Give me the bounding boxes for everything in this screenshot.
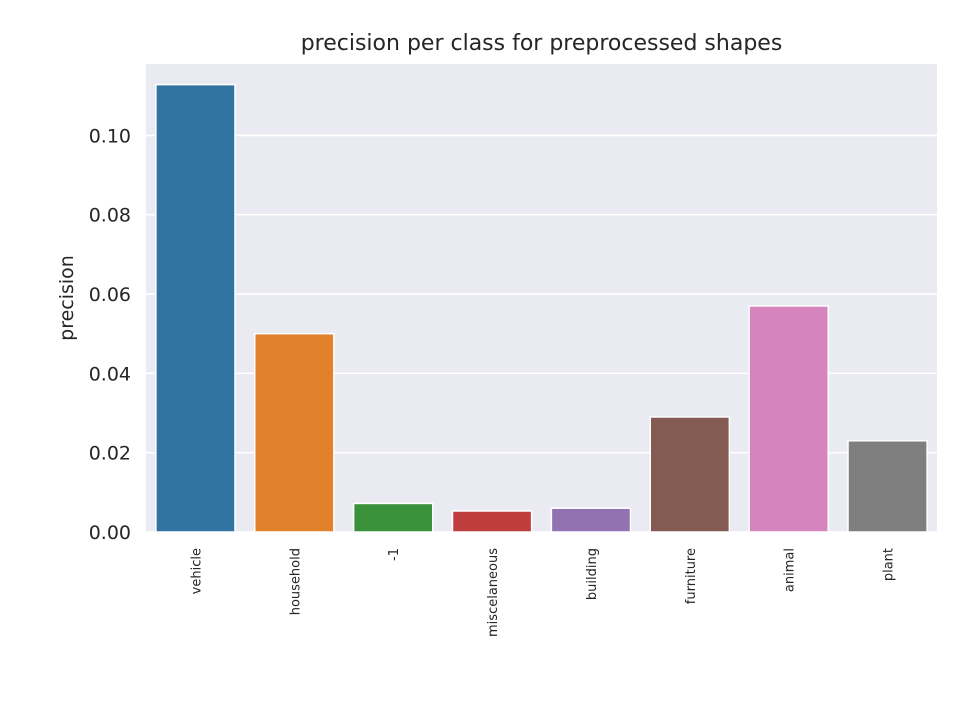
chart-title: precision per class for preprocessed sha… [301,31,783,56]
y-axis-label: precision [56,255,78,341]
bar-plant [847,440,928,533]
bars [155,83,928,533]
y-tick-label: 0.10 [89,125,131,147]
y-tick-label: 0.06 [89,284,131,306]
y-tick-label: 0.00 [89,522,131,544]
y-tick-label: 0.08 [89,205,131,227]
bar-furniture [649,416,731,533]
x-tick-labels: vehicle household -1 miscelaneous building fu… [189,548,896,637]
bar-building [550,507,632,533]
bar-vehicle [155,83,236,533]
x-tick-label: furniture [684,548,699,604]
x-tick-label: building [585,548,600,600]
bar-miscelaneous [451,510,533,533]
x-tick-label: plant [882,548,897,581]
bar-animal [748,305,829,533]
y-tick-labels: 0.00 0.02 0.04 0.06 0.08 0.10 [89,125,131,544]
x-tick-label: vehicle [189,548,204,594]
x-tick-label: animal [783,548,798,592]
y-tick-label: 0.04 [89,363,131,385]
x-tick-label: -1 [387,548,402,561]
bar-household [254,332,335,533]
x-tick-label: miscelaneous [486,548,501,637]
y-tick-label: 0.02 [89,443,131,465]
x-tick-label: household [288,548,303,615]
bar--1 [352,502,434,533]
